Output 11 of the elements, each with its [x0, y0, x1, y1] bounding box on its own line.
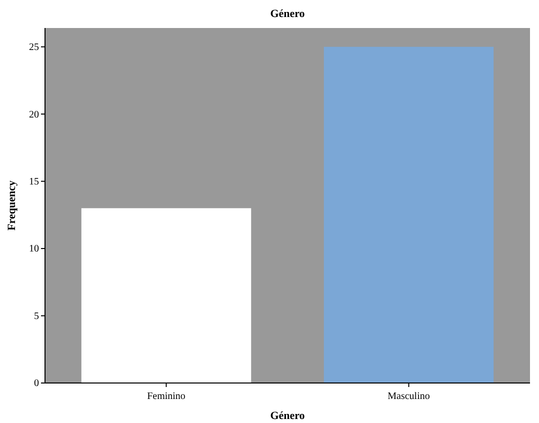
x-tick-label: Masculino [388, 391, 430, 402]
y-tick-label: 5 [34, 310, 39, 322]
x-axis-title: Género [270, 410, 306, 422]
y-tick-label: 15 [29, 176, 39, 188]
y-tick-label: 10 [29, 244, 39, 255]
x-tick-label: Feminino [147, 391, 186, 402]
y-tick-label: 0 [34, 378, 39, 390]
y-axis-title: Frequency [6, 180, 18, 230]
y-tick-label: 20 [29, 109, 39, 120]
chart-title: Género [270, 8, 306, 20]
y-tick-label: 25 [29, 42, 39, 54]
